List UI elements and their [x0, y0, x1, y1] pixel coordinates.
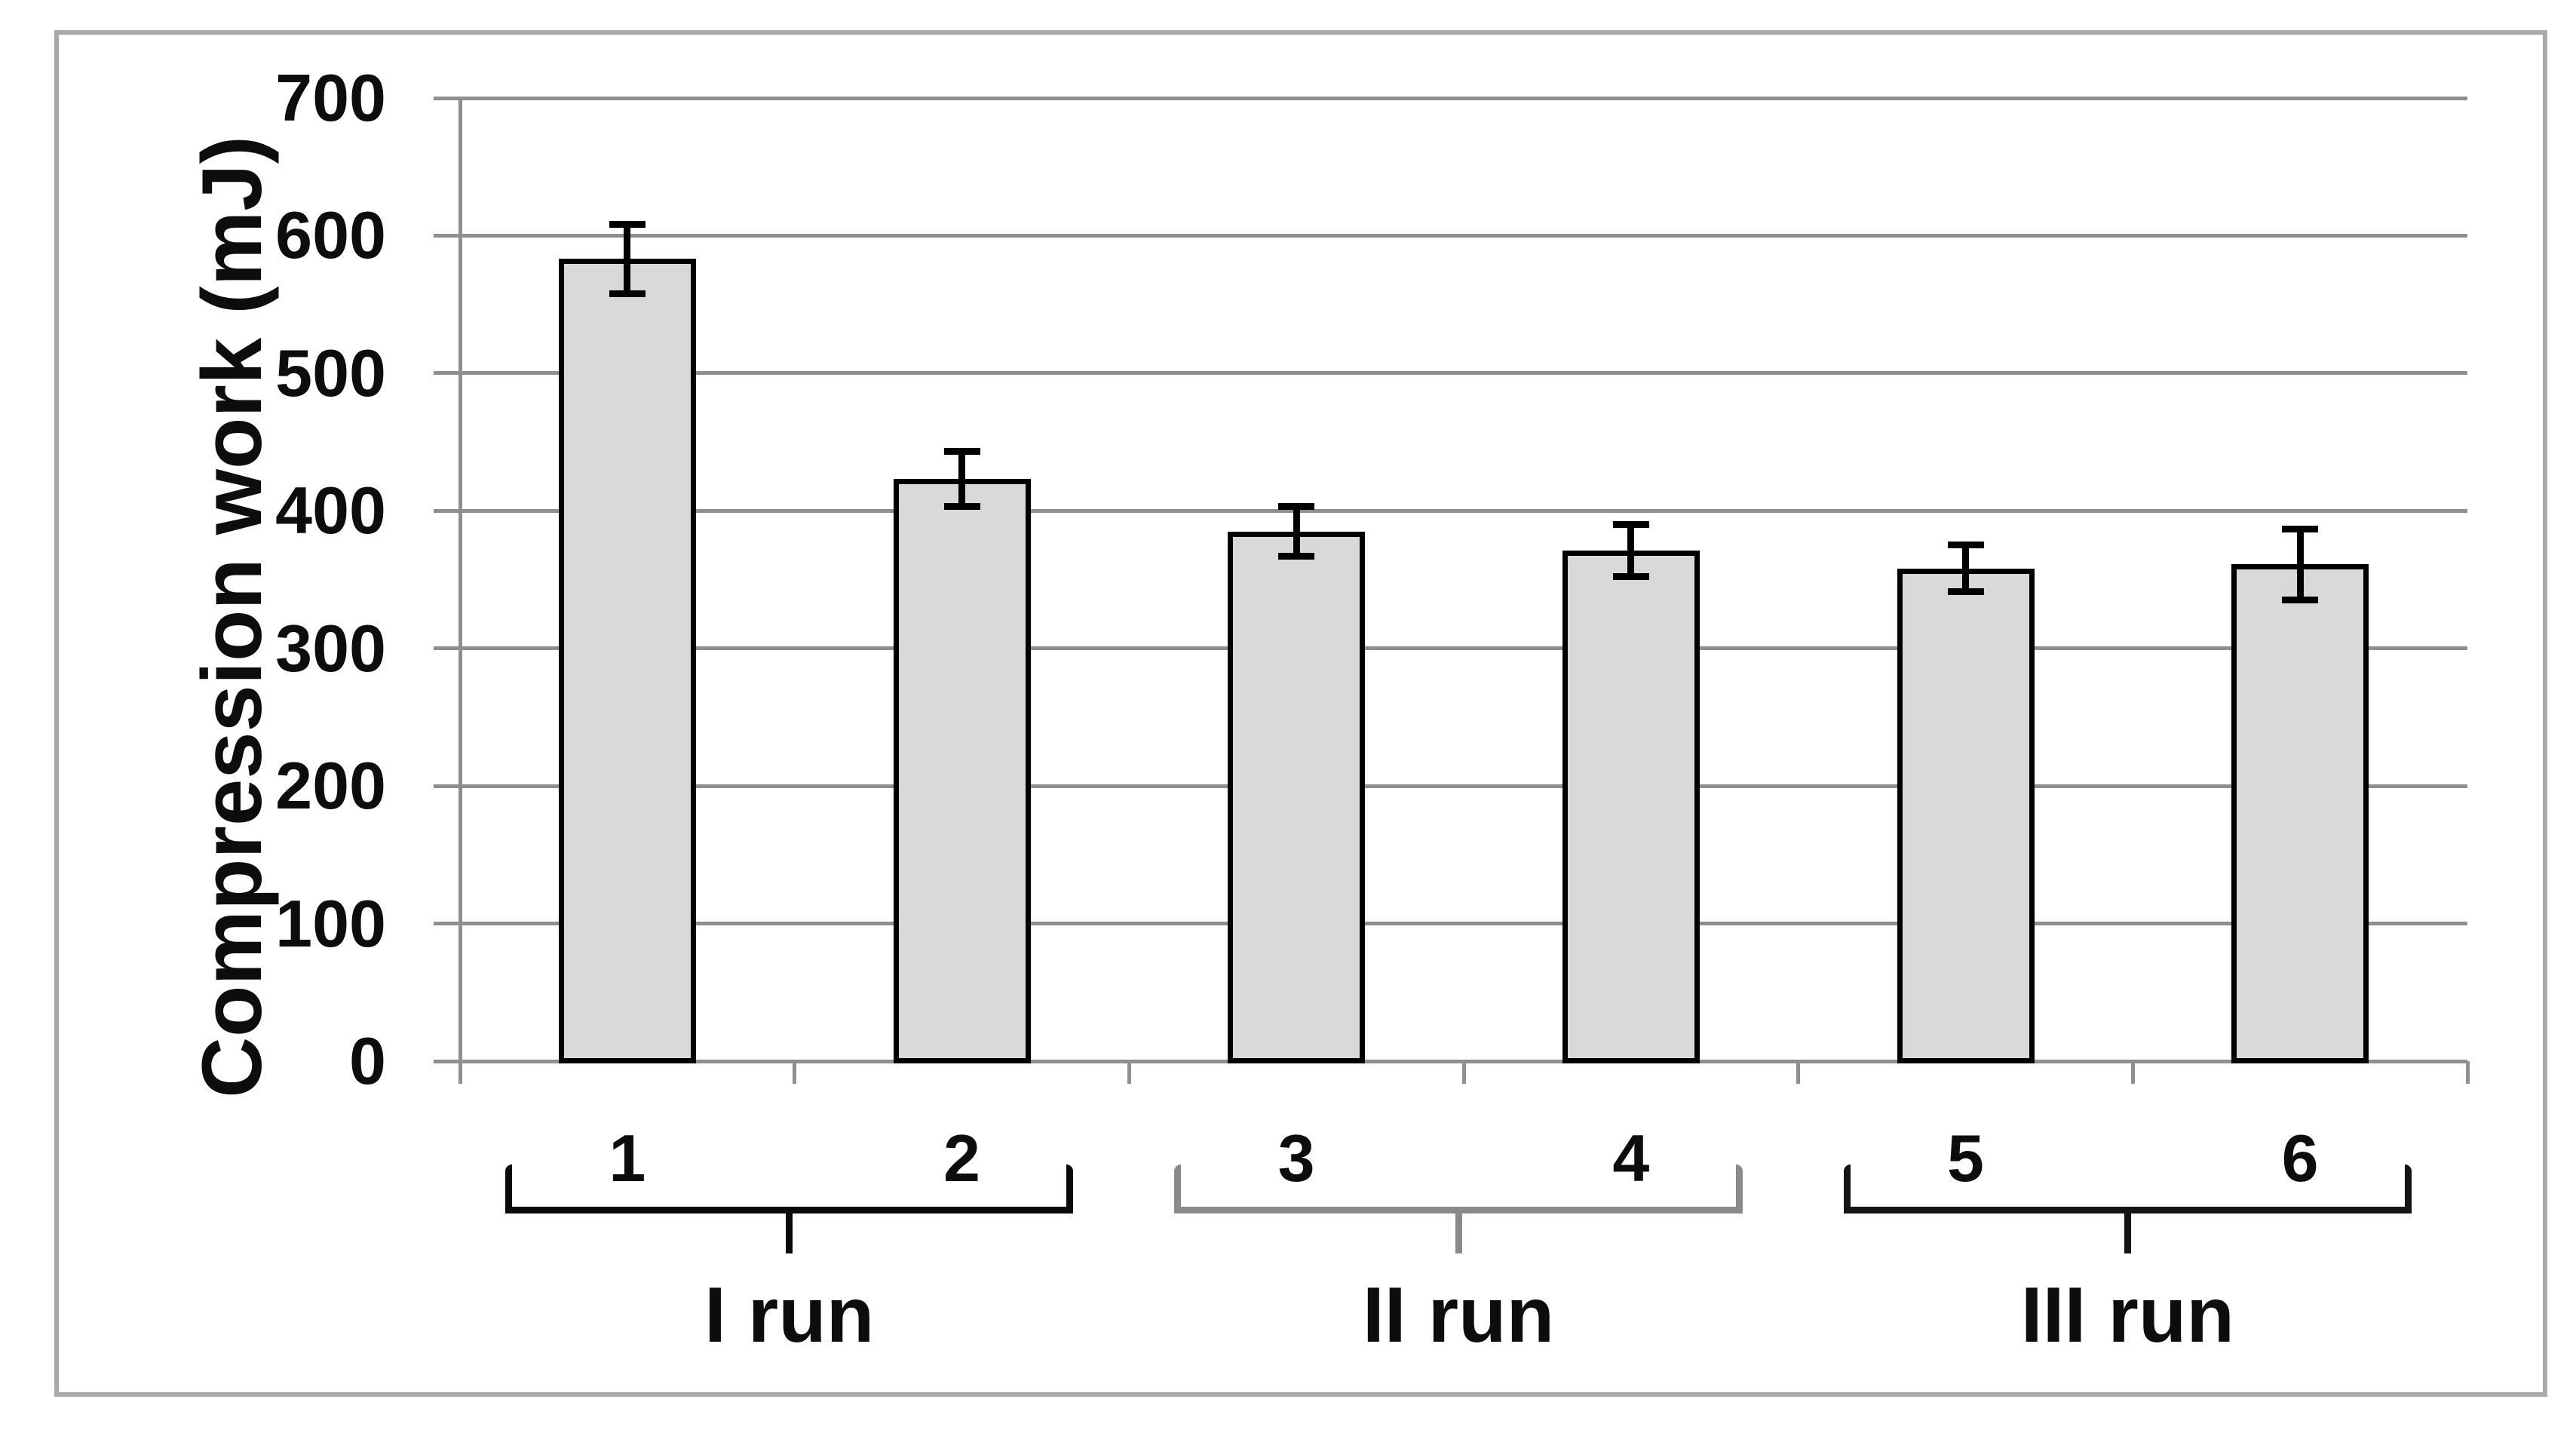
bar-2: [893, 479, 1031, 1063]
error-bar-cap-top-3: [1278, 503, 1315, 511]
error-bar-cap-bottom-1: [609, 290, 646, 297]
bracket-left-hook-ii-run: [1174, 1164, 1182, 1213]
x-axis-tick-1: [793, 1061, 797, 1084]
y-axis-label-500: 500: [275, 335, 386, 410]
x-axis-label-5: 5: [1947, 1121, 1984, 1195]
x-axis-label-6: 6: [2281, 1121, 2319, 1195]
error-bar-3: [1293, 506, 1300, 557]
x-axis-label-2: 2: [943, 1121, 980, 1195]
y-axis-label-300: 300: [275, 610, 386, 686]
y-axis-tick-0: [434, 1059, 460, 1063]
group-label-i-run: I run: [704, 1272, 875, 1359]
error-bar-4: [1627, 524, 1635, 577]
error-bar-cap-bottom-5: [1947, 588, 1984, 596]
bracket-left-hook-i-run: [505, 1164, 512, 1213]
bar-6: [2231, 564, 2369, 1063]
gridline-700: [460, 96, 2467, 100]
error-bar-cap-top-1: [609, 221, 646, 229]
error-bar-cap-bottom-2: [943, 503, 980, 511]
y-axis-label-400: 400: [275, 473, 386, 548]
error-bar-cap-bottom-3: [1278, 552, 1315, 560]
bracket-center-tick-i-run: [786, 1213, 793, 1253]
group-label-ii-run: II run: [1362, 1272, 1555, 1359]
gridline-300: [460, 646, 2467, 651]
gridline-500: [460, 371, 2467, 376]
x-axis-tick-0: [458, 1061, 462, 1084]
x-axis-label-1: 1: [609, 1121, 646, 1195]
bar-1: [558, 259, 696, 1063]
bracket-left-hook-iii-run: [1843, 1164, 1851, 1213]
gridline-400: [460, 508, 2467, 513]
error-bar-cap-top-2: [943, 448, 980, 456]
bar-5: [1897, 568, 2035, 1063]
error-bar-6: [2296, 529, 2304, 600]
x-axis-label-4: 4: [1612, 1121, 1650, 1195]
y-axis-tick-600: [434, 233, 460, 238]
y-axis-tick-700: [434, 96, 460, 100]
bracket-right-hook-i-run: [1066, 1164, 1074, 1213]
gridline-200: [460, 784, 2467, 788]
error-bar-1: [624, 224, 631, 294]
error-bar-cap-bottom-4: [1612, 573, 1649, 581]
gridline-100: [460, 922, 2467, 926]
x-axis-tick-2: [1127, 1061, 1131, 1084]
x-axis-tick-3: [1461, 1061, 1466, 1084]
x-axis-tick-5: [2130, 1061, 2135, 1084]
bracket-i-run: [505, 1207, 1074, 1213]
error-bar-2: [958, 451, 965, 507]
x-axis-tick-6: [2465, 1061, 2470, 1084]
bracket-ii-run: [1174, 1207, 1743, 1213]
bar-4: [1562, 551, 1700, 1063]
x-axis-label-3: 3: [1277, 1121, 1315, 1195]
y-axis-tick-400: [434, 508, 460, 513]
error-bar-cap-top-6: [2282, 525, 2319, 532]
y-axis-tick-300: [434, 646, 460, 651]
y-axis-tick-200: [434, 784, 460, 788]
y-axis-label-100: 100: [275, 885, 386, 961]
y-axis-line: [458, 98, 462, 1084]
error-bar-cap-top-5: [1947, 542, 1984, 549]
x-axis-tick-4: [1796, 1061, 1801, 1084]
bracket-center-tick-ii-run: [1455, 1213, 1462, 1253]
bracket-right-hook-iii-run: [2405, 1164, 2412, 1213]
bracket-center-tick-iii-run: [2124, 1213, 2131, 1253]
group-label-iii-run: III run: [2020, 1272, 2234, 1359]
y-axis-label-200: 200: [275, 748, 386, 824]
y-axis-label-700: 700: [275, 60, 386, 135]
y-axis-tick-100: [434, 922, 460, 926]
gridline-600: [460, 233, 2467, 238]
y-axis-label-600: 600: [275, 198, 386, 273]
error-bar-5: [1962, 545, 1969, 592]
bracket-iii-run: [1843, 1207, 2412, 1213]
error-bar-cap-top-4: [1612, 521, 1649, 529]
bracket-right-hook-ii-run: [1735, 1164, 1743, 1213]
error-bar-cap-bottom-6: [2282, 597, 2319, 604]
y-axis-tick-500: [434, 371, 460, 376]
y-axis-label-0: 0: [349, 1023, 386, 1098]
bar-3: [1228, 531, 1366, 1063]
